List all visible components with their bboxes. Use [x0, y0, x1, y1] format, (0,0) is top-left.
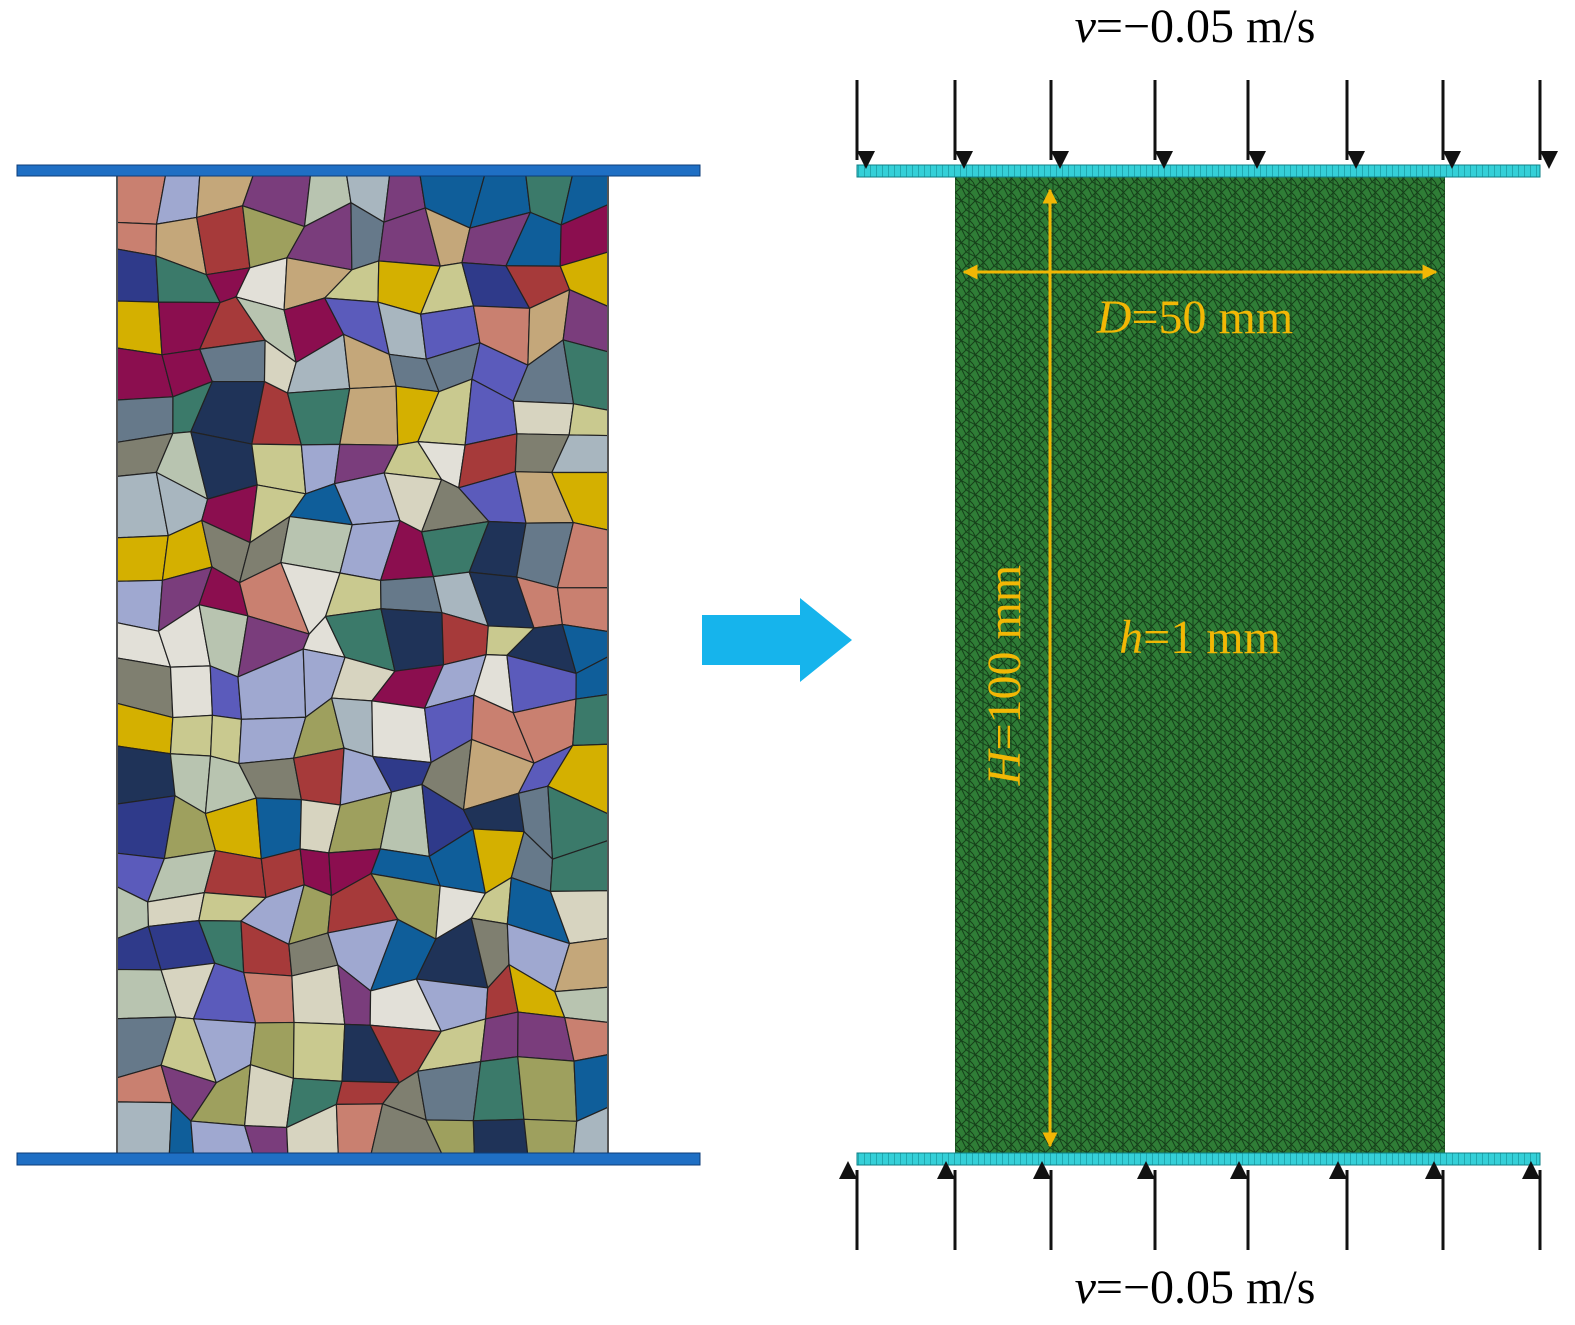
grain	[169, 714, 214, 757]
grain	[472, 1118, 529, 1159]
grain	[116, 300, 163, 356]
load-arrows	[839, 80, 1558, 1250]
grain	[517, 1056, 578, 1122]
grain	[169, 665, 214, 719]
grain	[116, 745, 176, 805]
bottom-velocity: v=−0.05 m/s	[1075, 1261, 1316, 1314]
grain	[339, 385, 399, 446]
grain	[512, 400, 575, 436]
grain	[417, 1060, 482, 1122]
transform-arrow	[702, 598, 852, 682]
grain	[472, 1056, 525, 1122]
grain	[292, 747, 345, 806]
bottom-rigid-plate	[856, 1152, 1541, 1166]
grain	[523, 1118, 578, 1159]
grain	[572, 693, 609, 747]
grain	[116, 535, 169, 582]
grain	[380, 575, 443, 614]
bottom-plate	[16, 1152, 701, 1166]
diameter-label: D=50 mm	[1096, 291, 1293, 344]
grain	[371, 700, 432, 764]
grain	[292, 1021, 346, 1082]
grain	[116, 248, 160, 303]
grain	[480, 1011, 519, 1063]
grain	[203, 849, 267, 899]
grain	[116, 1101, 173, 1159]
top-rigid-plate	[856, 164, 1541, 178]
height-label: H=100 mm	[978, 565, 1031, 786]
mesh-specimen	[955, 176, 1445, 1153]
grain	[209, 714, 243, 765]
thickness-label: h=1 mm	[1119, 611, 1281, 664]
grain-model	[116, 169, 609, 1159]
top-plate	[16, 164, 701, 177]
grain	[195, 205, 251, 276]
grain	[568, 403, 609, 437]
grain	[255, 797, 302, 860]
grain	[291, 964, 346, 1026]
top-velocity: v=−0.05 m/s	[1075, 0, 1316, 53]
